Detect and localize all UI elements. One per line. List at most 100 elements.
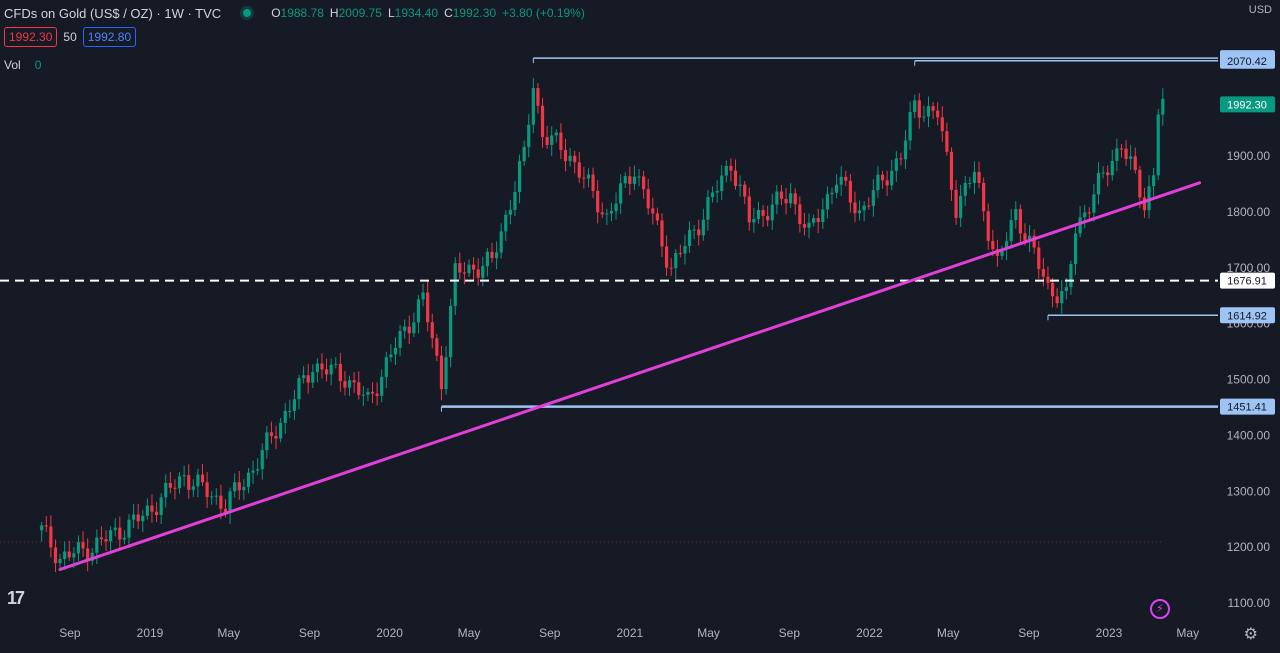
candle-body [867,205,871,207]
candle-body [1073,233,1078,265]
gear-icon[interactable]: ⚙ [1243,626,1258,643]
candle-body [761,209,765,216]
candle-body [945,131,949,152]
candle-body [1115,148,1119,161]
y-tick-label: 1900.00 [1227,149,1271,163]
candle-body [752,218,756,223]
change-value: +3.80 (+0.19%) [502,6,585,20]
low-value: 1934.40 [394,6,439,20]
candle-body [563,150,568,162]
candle-body [995,249,1000,256]
candle-body [903,140,908,160]
candle-body [288,410,292,412]
candle-body [531,88,535,125]
candle-body [131,514,136,520]
candle-body [389,354,393,358]
candle-body [1050,282,1055,297]
candle-body [145,505,149,516]
candle-body [44,525,48,527]
candle-body [1156,114,1160,176]
candle-body [357,382,361,395]
candle-body [986,211,990,241]
candle-body [596,190,600,213]
x-tick-label: May [1176,626,1199,640]
candle-body [279,422,283,439]
symbol-title[interactable]: CFDs on Gold (US$ / OZ) · 1W · TVC [4,5,222,21]
candle-body [219,495,223,509]
candle-body [1078,217,1082,234]
candle-body [899,158,903,160]
candle-body [733,170,738,186]
candle-body [494,252,499,259]
candle-body [853,202,857,214]
candle-body [1027,235,1032,241]
candle-body [885,180,889,186]
candle-body [1046,276,1050,283]
candle-body [398,330,402,348]
candle-body [366,391,370,395]
x-tick-label: 2023 [1096,626,1123,640]
candle-body [674,253,678,269]
sell-price-button[interactable]: 1992.30 [4,27,58,47]
candle-body [393,347,398,355]
candle-body [136,514,140,522]
tradingview-logo-icon[interactable]: 17 [7,588,25,608]
candle-body [210,496,214,498]
candle-body [619,183,623,204]
candle-body [76,542,81,554]
candle-body [223,508,228,513]
candle-body [384,357,388,377]
candle-body [113,527,117,531]
candle-body [444,357,448,390]
y-tick-label: 1400.00 [1227,428,1271,442]
candle-body [977,171,981,183]
candle-body [90,552,94,561]
candle-body [407,326,411,334]
candle-body [573,155,577,163]
candle-body [449,305,453,358]
candle-body [931,106,935,111]
candle-body [196,474,200,487]
candle-body [412,322,416,334]
buy-price-button[interactable]: 1992.80 [82,27,137,47]
candle-body [301,375,306,379]
volume-label: Vol [4,58,21,72]
candle-body [1133,156,1137,170]
candle-body [265,432,269,451]
currency-label[interactable]: USD [1248,4,1272,16]
candle-body [338,363,342,382]
candle-body [1142,197,1147,211]
candle-body [1041,268,1045,277]
candle-body [1106,172,1110,176]
candle-body [53,547,58,564]
candle-body [982,182,986,212]
candle-body [430,322,434,339]
candle-body [646,189,650,209]
candle-body [766,215,770,221]
candle-body [467,264,471,274]
candle-body [669,267,673,269]
candle-body [926,106,931,117]
candle-body [894,158,898,171]
candle-body [582,177,586,179]
price-label-box [1220,50,1275,67]
candle-body [233,482,237,492]
candle-body [697,229,701,236]
candle-body [168,482,172,488]
price-label: 1676.91 [1227,276,1267,288]
volume-legend[interactable]: Vol 0 [4,58,41,72]
candle-body [370,391,375,394]
y-tick-label: 1200.00 [1227,540,1271,554]
candle-body [237,482,241,491]
candle-body [1119,148,1124,150]
candle-body [779,191,784,199]
lightning-icon[interactable]: ⚡ [1150,599,1170,619]
x-tick-label: Sep [779,626,801,640]
candle-body [922,116,926,118]
candle-body [917,100,921,118]
candle-body [720,175,724,191]
candle-body [191,486,195,490]
candle-body [246,472,251,488]
price-label: 1614.92 [1227,310,1267,322]
